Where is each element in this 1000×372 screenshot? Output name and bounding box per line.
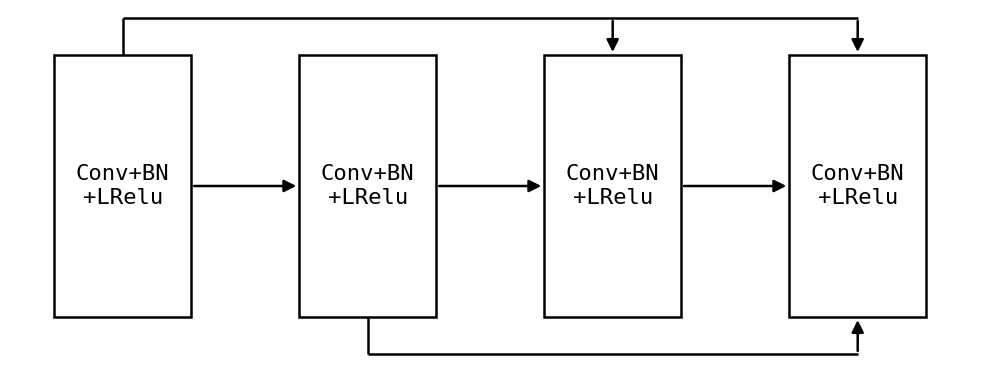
Bar — [299, 55, 436, 317]
Text: Conv+BN
+LRelu: Conv+BN +LRelu — [76, 164, 170, 208]
Bar — [54, 55, 191, 317]
Text: Conv+BN
+LRelu: Conv+BN +LRelu — [811, 164, 905, 208]
Text: Conv+BN
+LRelu: Conv+BN +LRelu — [566, 164, 660, 208]
Bar — [544, 55, 681, 317]
Bar — [789, 55, 926, 317]
Text: Conv+BN
+LRelu: Conv+BN +LRelu — [321, 164, 415, 208]
